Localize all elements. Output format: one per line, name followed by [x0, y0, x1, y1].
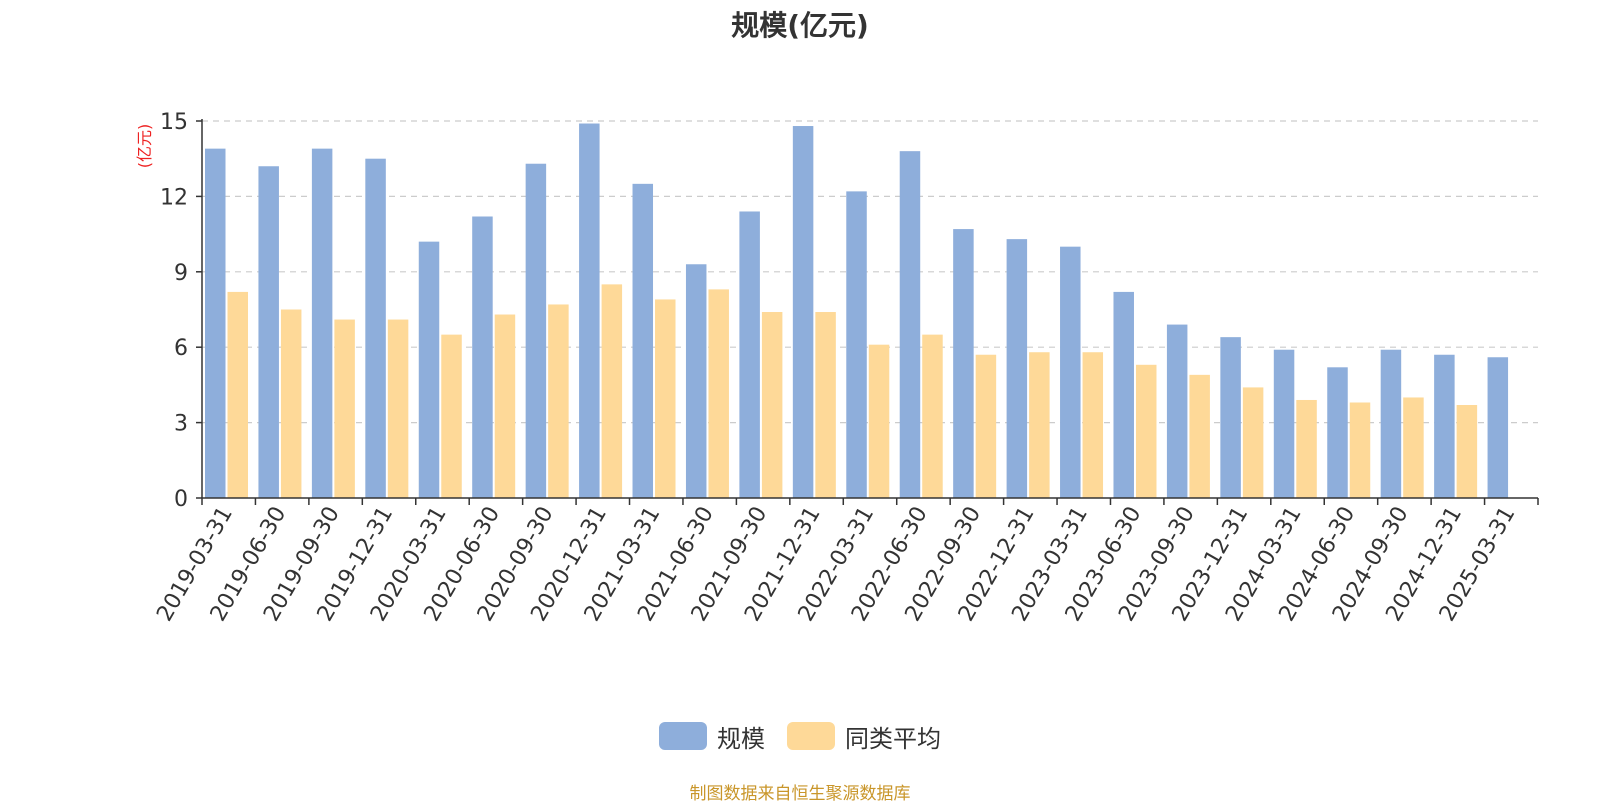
bar-scale — [685, 264, 707, 498]
bar-scale — [846, 191, 867, 498]
bar-scale — [1434, 354, 1455, 498]
bar-peer-average — [387, 319, 409, 498]
bar-scale — [1220, 337, 1241, 498]
bar-peer-average — [494, 314, 516, 498]
bar-peer-average — [441, 334, 462, 498]
bar-peer-average — [1242, 387, 1264, 498]
bar-peer-average — [1029, 352, 1050, 498]
y-tick-label: 12 — [160, 185, 188, 210]
bar-peer-average — [548, 304, 569, 498]
legend-item-scale[interactable]: 规模 — [659, 719, 765, 754]
bar-scale — [899, 151, 921, 498]
bar-scale — [792, 126, 814, 498]
bar-peer-average — [761, 312, 783, 498]
bar-scale — [311, 148, 333, 498]
legend-label-peer-average: 同类平均 — [845, 724, 941, 753]
legend: 规模 同类平均 — [0, 718, 1600, 754]
source-note: 制图数据来自恒生聚源数据库 — [689, 784, 911, 804]
bar-peer-average — [1135, 364, 1157, 498]
bar-peer-average — [655, 299, 676, 498]
bar-scale — [1006, 239, 1028, 499]
bar-peer-average — [815, 312, 836, 498]
bar-peer-average — [1403, 397, 1424, 498]
y-tick-label: 9 — [174, 261, 188, 286]
bar-peer-average — [1189, 374, 1210, 498]
bar-scale — [1166, 324, 1188, 498]
y-tick-label: 3 — [174, 412, 188, 437]
legend-swatch-peer-average — [787, 722, 835, 750]
bar-scale — [1380, 349, 1402, 498]
bar-peer-average — [1456, 405, 1478, 498]
bar-peer-average — [1082, 352, 1104, 498]
bar-scale — [579, 123, 600, 498]
bar-chart: 03691215(亿元)2019-03-312019-06-302019-09-… — [135, 110, 1539, 626]
bar-scale — [258, 166, 279, 499]
bar-peer-average — [1349, 402, 1371, 498]
y-tick-label: 6 — [174, 336, 188, 361]
bar-scale — [953, 229, 974, 498]
bar-scale — [205, 148, 226, 498]
bar-scale — [1327, 367, 1348, 498]
bar-scale — [525, 163, 547, 498]
bar-scale — [739, 211, 760, 499]
bar-peer-average — [334, 319, 355, 498]
chart-title: 规模(亿元) — [731, 9, 869, 42]
y-tick-label: 0 — [174, 487, 188, 512]
y-axis-title: (亿元) — [135, 124, 154, 169]
bar-peer-average — [1296, 399, 1317, 498]
bar-scale — [418, 241, 440, 498]
bar-peer-average — [922, 334, 943, 498]
legend-item-peer-average[interactable]: 同类平均 — [787, 719, 941, 754]
bar-peer-average — [601, 284, 623, 498]
bar-peer-average — [708, 289, 729, 498]
bar-scale — [1273, 349, 1295, 498]
legend-label-scale: 规模 — [717, 724, 765, 753]
bar-scale — [365, 158, 386, 498]
bar-scale — [632, 183, 654, 499]
bar-scale — [1060, 246, 1081, 498]
bar-peer-average — [280, 309, 302, 498]
bar-scale — [1487, 357, 1509, 498]
bar-scale — [472, 216, 493, 499]
bar-peer-average — [868, 344, 890, 498]
legend-swatch-scale — [659, 722, 707, 750]
bar-peer-average — [975, 354, 997, 498]
y-tick-label: 15 — [160, 110, 188, 135]
bar-scale — [1113, 291, 1134, 498]
bar-peer-average — [227, 291, 248, 498]
